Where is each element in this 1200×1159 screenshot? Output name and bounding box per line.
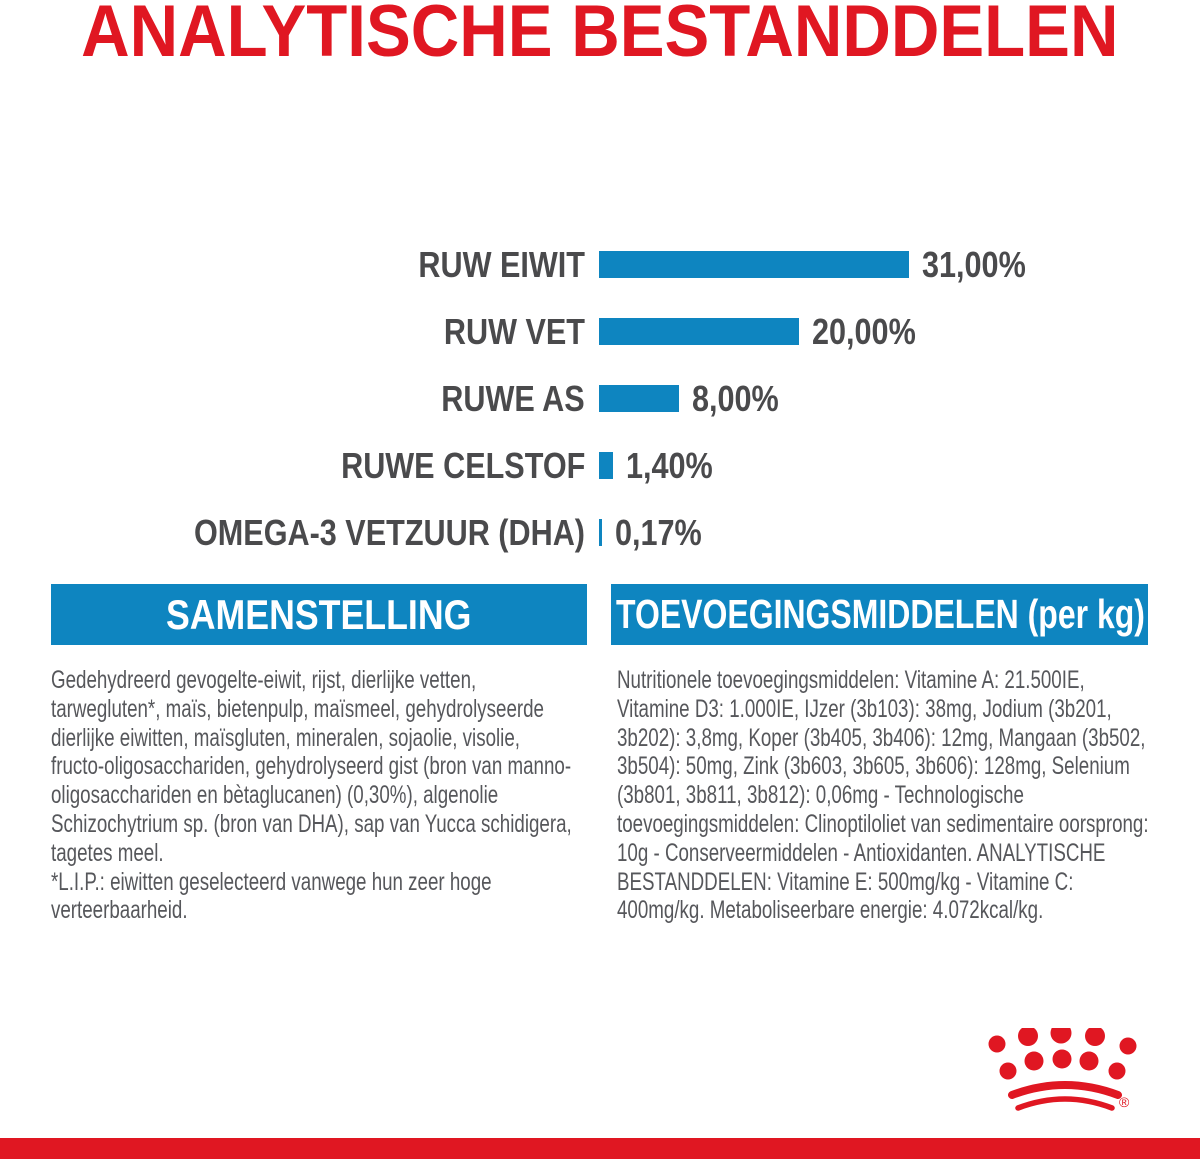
bar-category-label: RUW EIWIT <box>418 243 585 285</box>
chart-row: OMEGA-3 VETZUUR (DHA) 0,17% <box>0 499 1200 566</box>
chart-row: RUW VET 20,00% <box>0 298 1200 365</box>
bar <box>599 519 602 546</box>
bar <box>599 385 679 412</box>
bar-category-label: RUW VET <box>443 310 585 352</box>
composition-body-text: Gedehydreerd gevogelte-eiwit, rijst, die… <box>51 666 572 867</box>
chart-row: RUW EIWIT 31,00% <box>0 231 1200 298</box>
page-title: ANALYTISCHE BESTANDDELEN <box>0 0 1200 70</box>
registered-trademark-icon: ® <box>1119 1094 1130 1110</box>
royal-canin-crown-logo: ® <box>988 1028 1137 1111</box>
crown-arcs <box>1008 1081 1122 1111</box>
bar-value-label: 20,00% <box>812 310 916 352</box>
additives-header: TOEVOEGINGSMIDDELEN (per kg) <box>611 584 1148 645</box>
bar-value-label: 0,17% <box>615 511 702 553</box>
chart-row: RUWE CELSTOF 1,40% <box>0 432 1200 499</box>
composition-header-label: SAMENSTELLING <box>166 590 472 638</box>
composition-column: Gedehydreerd gevogelte-eiwit, rijst, die… <box>51 666 587 925</box>
crown-dots <box>988 1028 1137 1080</box>
bar-category-label: RUWE AS <box>441 377 585 419</box>
bar-value-label: 8,00% <box>692 377 779 419</box>
additives-body-text: Nutritionele toevoegingsmiddelen: Vitami… <box>617 666 1149 925</box>
bar <box>599 318 799 345</box>
bar <box>599 251 909 278</box>
bar-chart: RUW EIWIT 31,00% RUW VET 20,00% RUWE AS 8,00%… <box>0 231 1200 566</box>
composition-footnote: *L.I.P.: eiwitten geselecteerd vanwege h… <box>51 867 492 925</box>
bar-value-label: 31,00% <box>922 243 1026 285</box>
chart-row: RUWE AS 8,00% <box>0 365 1200 432</box>
footer-red-bar <box>0 1138 1200 1159</box>
page-title-text: ANALYTISCHE BESTANDDELEN <box>81 0 1119 72</box>
bar <box>599 452 613 479</box>
additives-header-label: TOEVOEGINGSMIDDELEN (per kg) <box>616 591 1145 637</box>
additives-column: Nutritionele toevoegingsmiddelen: Vitami… <box>617 666 1154 925</box>
bar-category-label: OMEGA-3 VETZUUR (DHA) <box>194 511 585 553</box>
bar-category-label: RUWE CELSTOF <box>340 444 585 486</box>
composition-header: SAMENSTELLING <box>51 584 587 645</box>
bar-value-label: 1,40% <box>626 444 713 486</box>
